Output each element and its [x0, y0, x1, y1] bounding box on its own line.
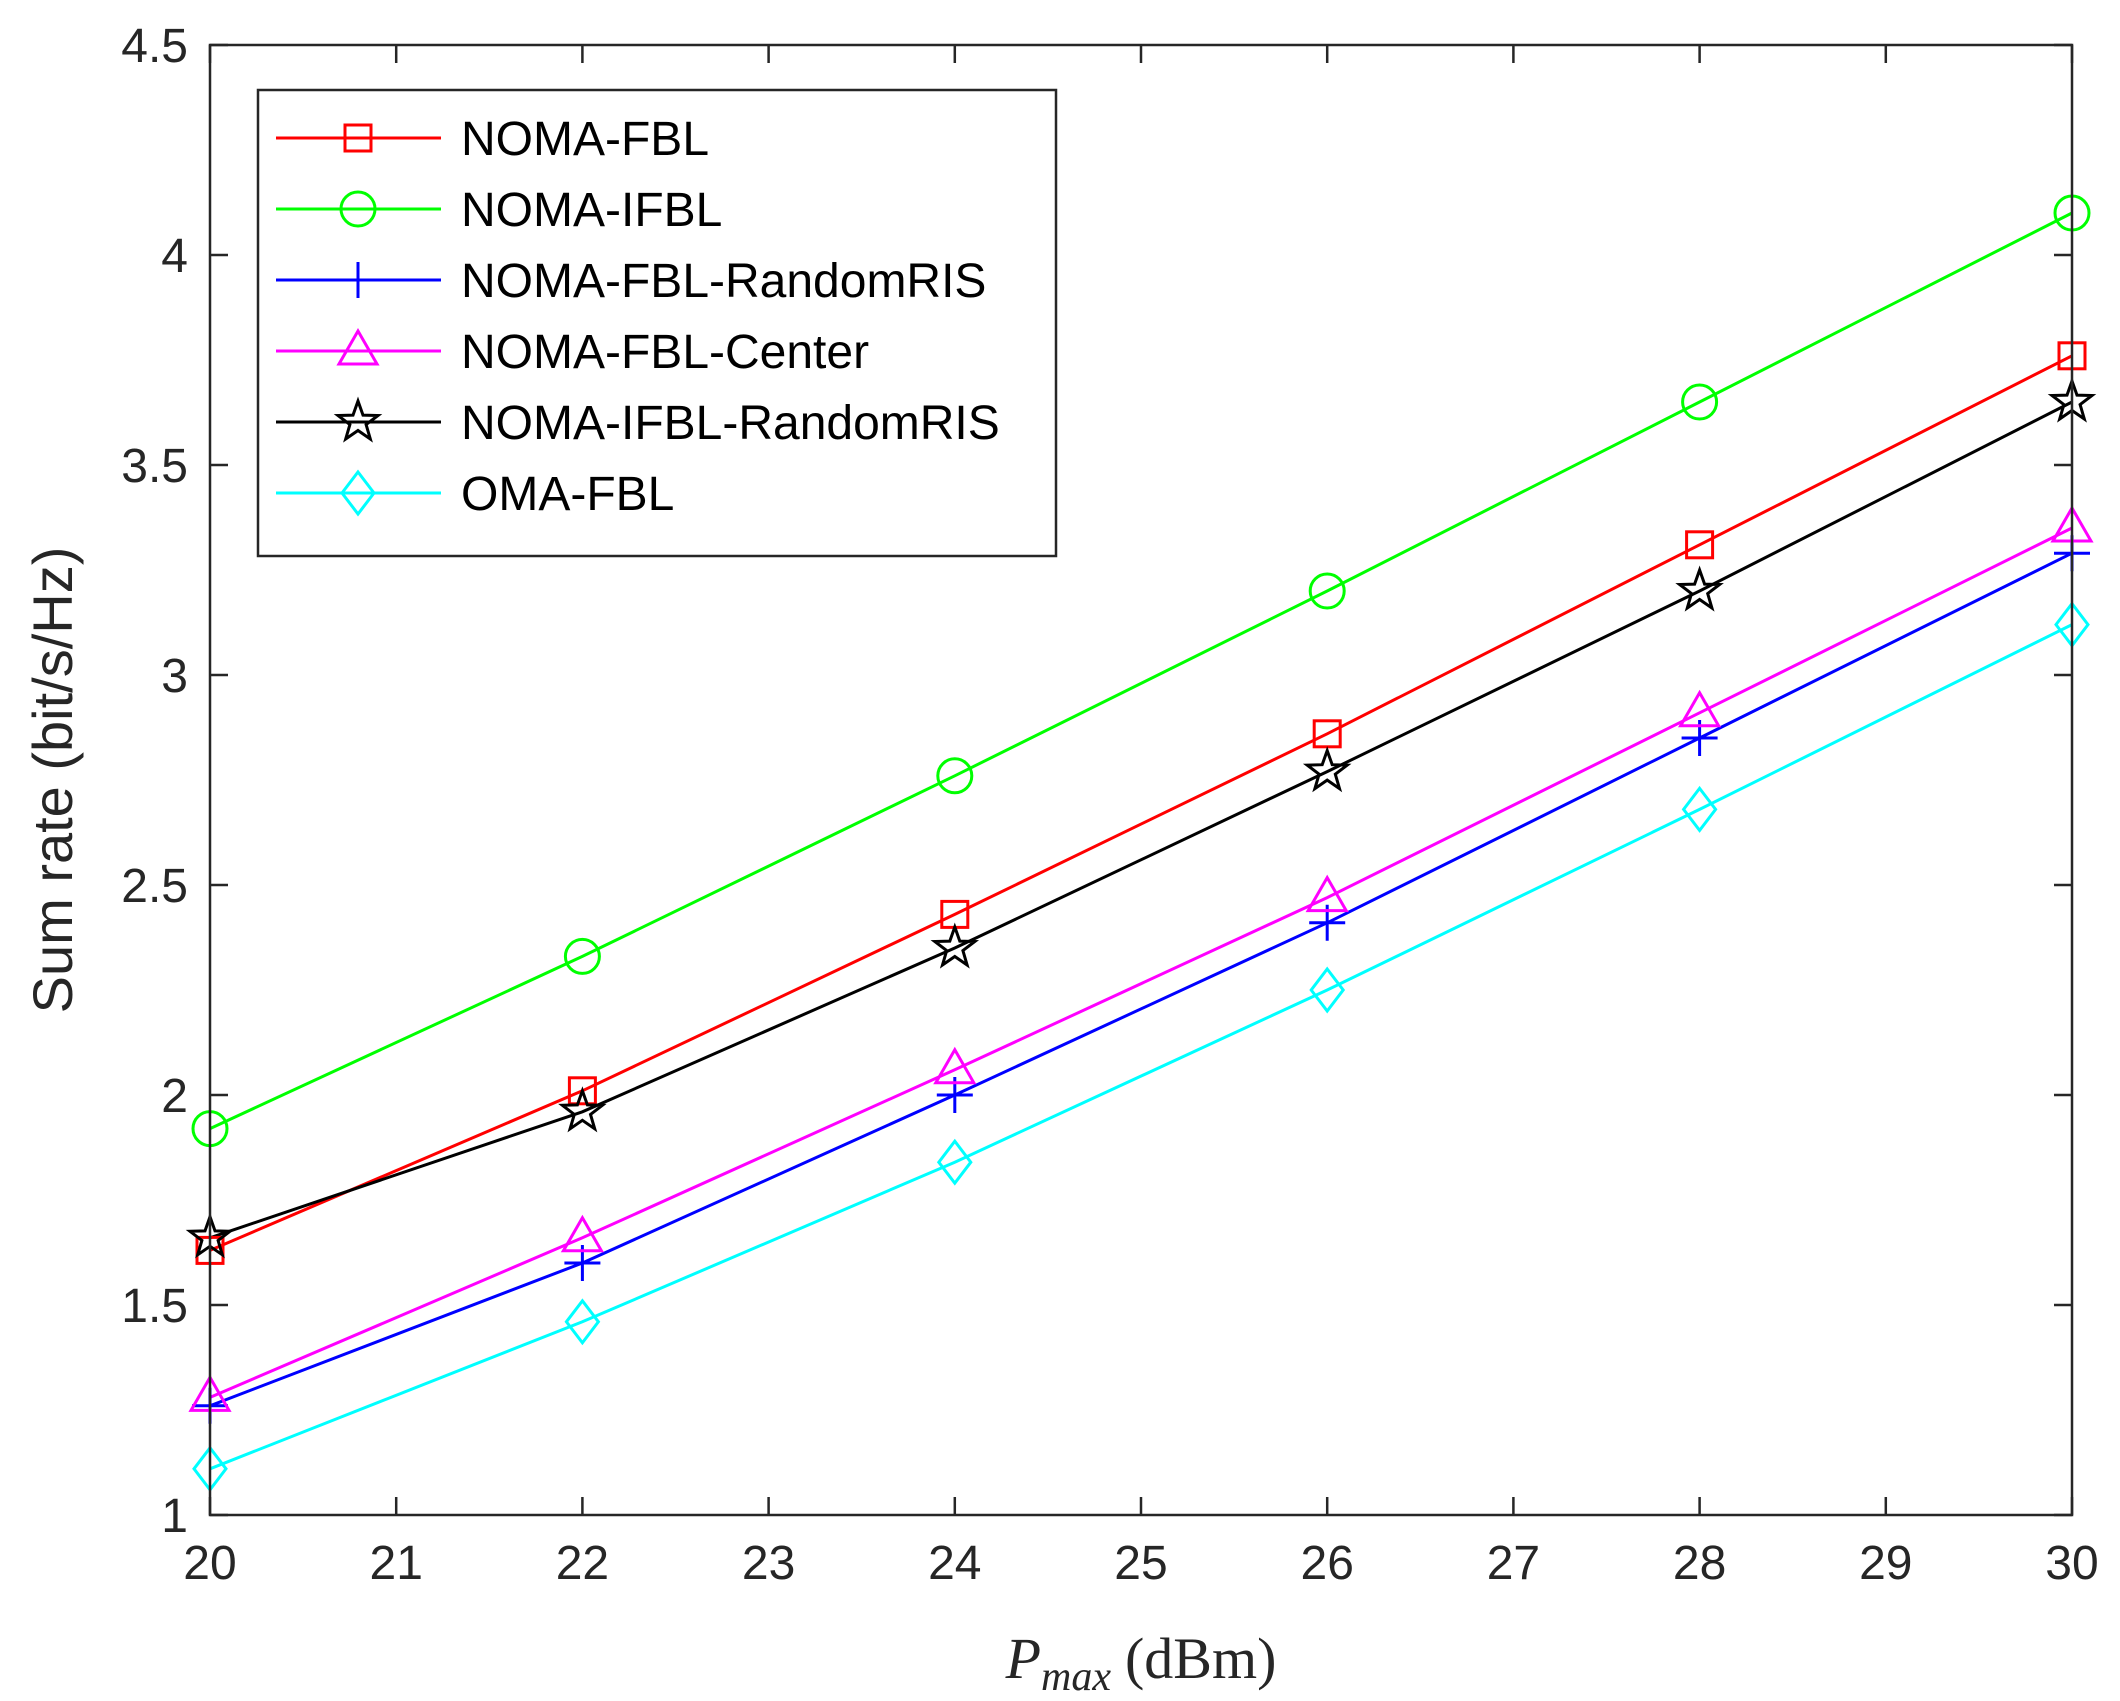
x-tick-label-3: 23	[742, 1537, 795, 1590]
series-3-point-2	[933, 1046, 977, 1085]
x-tick-label-4: 24	[928, 1537, 981, 1590]
series-4-point-1	[558, 1086, 607, 1133]
plot-frame	[208, 43, 2074, 1517]
legend-marker-2	[340, 262, 376, 298]
series-line-2	[209, 551, 2073, 1408]
y-tick-label-7: 4.5	[121, 20, 188, 73]
series-0-point-1	[567, 1076, 597, 1106]
y-tick-label-0: 1	[161, 1490, 188, 1543]
series-5-point-4	[1681, 785, 1718, 833]
series-4-point-3	[1302, 746, 1352, 793]
series-line-0	[209, 354, 2073, 1252]
series-4-point-4	[1675, 565, 1724, 612]
series-lines	[209, 211, 2073, 1471]
legend-label-0: NOMA-FBL	[461, 113, 709, 166]
x-tick-label-7: 27	[1487, 1537, 1540, 1590]
legend-marker-5	[340, 469, 376, 517]
legend-marker-3	[336, 327, 380, 366]
x-tick-label-1: 21	[370, 1537, 423, 1590]
legend-marker-0	[343, 123, 373, 153]
y-tick-label-5: 3.5	[121, 440, 188, 493]
series-5-point-3	[1309, 966, 1346, 1014]
y-tick-label-1: 1.5	[121, 1280, 188, 1333]
y-tick-label-6: 4	[161, 230, 188, 283]
x-axis-subscript: max	[1041, 1654, 1111, 1700]
axis-ticks: 20 21 22 23 24 25 26 27 28 29 30 1 1.5 2 2.5 3 3.5 4 4.5	[121, 20, 2098, 1590]
x-tick-label-6: 26	[1301, 1537, 1354, 1590]
series-5-point-2	[936, 1138, 973, 1186]
legend-label-2: NOMA-FBL-RandomRIS	[461, 255, 986, 308]
legend-label-5: OMA-FBL	[461, 468, 674, 521]
x-axis-symbol: P	[1005, 1626, 1041, 1691]
x-tick-label-5: 25	[1114, 1537, 1167, 1590]
series-1-point-2	[936, 757, 974, 795]
series-1-point-4	[1681, 383, 1719, 421]
series-3-point-3	[1305, 874, 1349, 913]
x-tick-label-9: 29	[1859, 1537, 1912, 1590]
series-5-point-1	[564, 1298, 601, 1346]
series-line-1	[209, 211, 2073, 1130]
x-axis-title: Pmax (dBm)	[1005, 1626, 1277, 1700]
legend-box	[256, 88, 1058, 558]
x-axis-unit: (dBm)	[1125, 1626, 1276, 1691]
legend: NOMA-FBL NOMA-IFBL NOMA-FBL-RandomRIS NOMA-…	[256, 88, 1058, 558]
legend-marker-1	[339, 190, 377, 228]
series-3-point-4	[1678, 689, 1722, 728]
x-tick-label-10: 30	[2045, 1537, 2098, 1590]
y-tick-label-3: 2.5	[121, 860, 188, 913]
legend-label-4: NOMA-IFBL-RandomRIS	[461, 397, 1000, 450]
x-tick-label-2: 22	[556, 1537, 609, 1590]
legend-marker-4	[333, 396, 383, 443]
legend-label-1: NOMA-IFBL	[461, 184, 722, 237]
series-3-point-1	[560, 1214, 604, 1253]
y-axis-title: Sum rate (bit/s/Hz)	[21, 547, 84, 1014]
legend-label-3: NOMA-FBL-Center	[461, 326, 869, 379]
series-4-point-2	[930, 922, 980, 969]
series-line-4	[209, 400, 2073, 1240]
series-0-point-4	[1685, 530, 1715, 560]
series-1-point-3	[1308, 572, 1346, 610]
x-tick-label-0: 20	[183, 1537, 236, 1590]
series-line-5	[209, 623, 2073, 1471]
y-tick-label-2: 2	[161, 1070, 188, 1123]
series-1-point-1	[563, 937, 601, 975]
x-tick-label-8: 28	[1673, 1537, 1726, 1590]
series-line-3	[209, 526, 2073, 1399]
y-tick-label-4: 3	[161, 650, 188, 703]
